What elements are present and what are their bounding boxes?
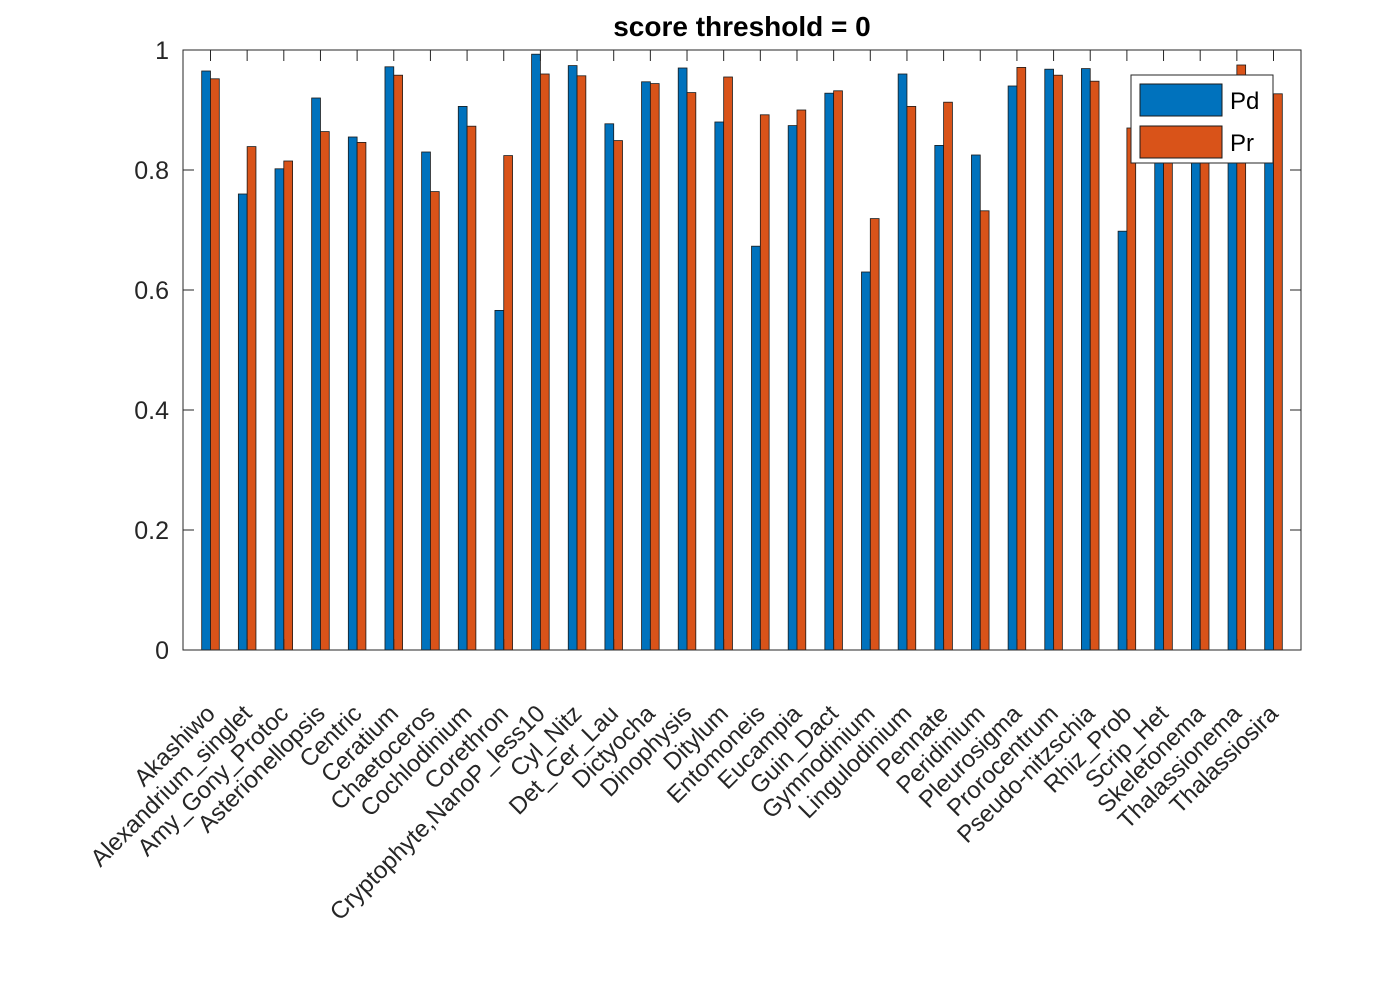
bar-pd-pennate	[934, 144, 945, 651]
bar-pr-eucampia	[796, 109, 807, 651]
y-tick-label: 0.8	[134, 157, 169, 185]
bar-pd-chaetoceros	[421, 151, 431, 651]
y-tick-label: 1	[155, 37, 169, 65]
bar-pr-det-cer-lau	[613, 140, 623, 651]
bar-pr-cyl-nitz	[576, 75, 587, 651]
legend-label-pd: Pd	[1230, 88, 1259, 115]
ticks-group	[183, 49, 1301, 651]
bar-pr-dinophysis	[686, 92, 697, 651]
bar-pr-cochlodinium	[466, 125, 477, 651]
bar-pd-lingulodinium	[897, 73, 908, 651]
chart-title: score threshold = 0	[613, 11, 871, 42]
bar-pr-pleurosigma	[1016, 67, 1027, 651]
bar-pr-asterionellopsis	[320, 131, 330, 651]
bar-pd-dictyocha	[641, 81, 651, 651]
bar-pd-asterionellopsis	[311, 97, 321, 651]
bar-pr-gymnodinium	[869, 218, 880, 651]
bar-pr-peridinium	[979, 210, 990, 651]
bar-pd-corethron	[494, 309, 505, 651]
bar-pr-centric	[356, 141, 367, 651]
y-tick-labels: 0 0.2 0.4 0.6 0.8 1	[134, 37, 169, 665]
bar-pr-lingulodinium	[906, 106, 917, 651]
legend-label-pr: Pr	[1230, 130, 1254, 157]
bar-pd-akashiwo	[201, 70, 211, 651]
bar-pd-alexandrium-singlet	[237, 193, 248, 651]
bar-pd-thalassionema	[1227, 88, 1238, 651]
bar-pd-prorocentrum	[1044, 68, 1054, 651]
bar-pd-peridinium	[971, 154, 981, 651]
bar-pd-guin-dact	[824, 92, 835, 651]
bar-pr-ditylum	[723, 76, 733, 651]
bar-pd-rhiz-prob	[1117, 230, 1128, 651]
bar-pr-alexandrium-singlet	[246, 146, 257, 651]
legend-swatch-pd	[1139, 83, 1223, 117]
bar-pd-amy-gony-protoc	[274, 168, 285, 651]
bar-pd-ceratium	[384, 66, 395, 651]
bar-pr-thalassiosira	[1273, 93, 1283, 651]
legend: Pd Pr	[1130, 74, 1274, 164]
bar-pr-rhiz-prob	[1126, 127, 1137, 651]
y-tick-label: 0.2	[134, 517, 169, 545]
bar-pr-pseudo-nitzschia	[1089, 80, 1100, 651]
bar-pr-skeletonema	[1199, 106, 1210, 651]
bar-pr-scrip-het	[1163, 109, 1173, 651]
bar-pd-dinophysis	[677, 67, 688, 651]
bar-pr-amy-gony-protoc	[283, 160, 293, 651]
bar-pd-det-cer-lau	[604, 123, 615, 651]
plot-area	[183, 50, 1301, 650]
bar-pd-entomoneis	[751, 245, 761, 651]
bar-pr-pennate	[943, 101, 953, 651]
bar-pr-entomoneis	[759, 114, 770, 651]
bar-pd-pleurosigma	[1007, 85, 1018, 651]
plot-frame	[182, 49, 1302, 651]
x-tick-labels: AkashiwoAlexandrium_singletAmy_Gony_Prot…	[85, 700, 1284, 926]
bar-pr-dictyocha	[649, 83, 660, 651]
y-tick-label: 0.6	[134, 277, 169, 305]
legend-swatch-pr	[1139, 125, 1223, 159]
bar-pd-cyl-nitz	[567, 65, 578, 651]
bar-pr-cryptophyte-nanop-less10	[539, 73, 550, 651]
bar-pr-chaetoceros	[430, 191, 440, 651]
bar-pd-scrip-het	[1154, 121, 1164, 651]
bar-pr-guin-dact	[833, 90, 843, 651]
bar-pd-gymnodinium	[861, 271, 871, 651]
bar-pd-centric	[347, 136, 358, 651]
bar-pd-cochlodinium	[457, 106, 468, 651]
bar-pd-pseudo-nitzschia	[1081, 68, 1091, 651]
bar-pd-thalassiosira	[1264, 116, 1274, 651]
bar-pr-ceratium	[393, 74, 403, 651]
bar-pd-cryptophyte-nanop-less10	[531, 53, 541, 651]
bar-pd-eucampia	[787, 125, 798, 651]
bar-pd-ditylum	[714, 121, 725, 651]
y-tick-label: 0	[155, 637, 169, 665]
bar-pr-prorocentrum	[1053, 74, 1063, 651]
y-tick-label: 0.4	[134, 397, 169, 425]
bar-pr-akashiwo	[210, 78, 220, 651]
bar-pr-corethron	[503, 155, 513, 651]
